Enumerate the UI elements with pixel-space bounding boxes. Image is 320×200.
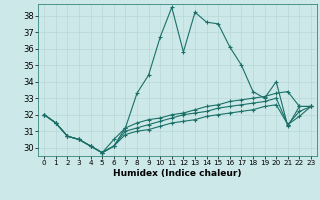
X-axis label: Humidex (Indice chaleur): Humidex (Indice chaleur) [113, 169, 242, 178]
